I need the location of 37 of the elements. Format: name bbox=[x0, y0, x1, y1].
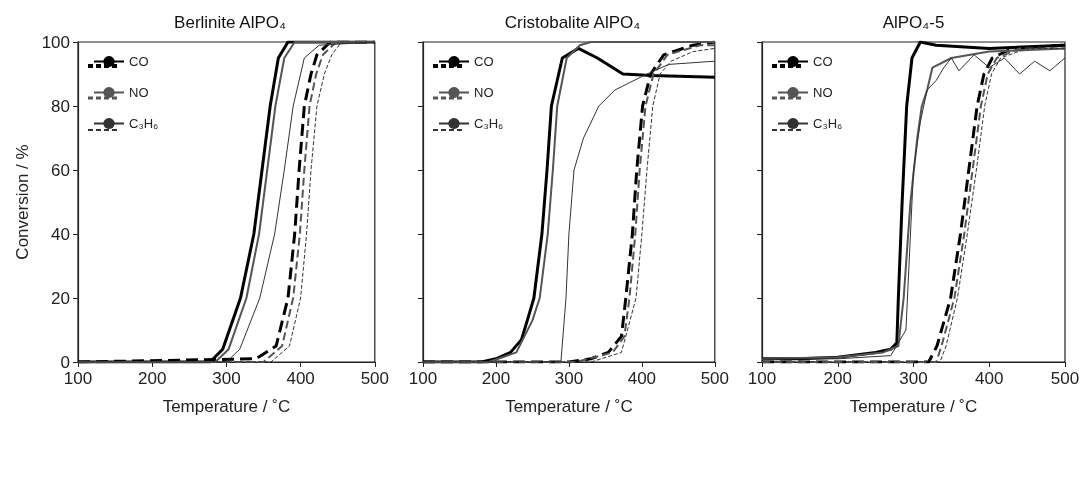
legend-label: CO bbox=[474, 54, 494, 69]
legend-label: NO bbox=[129, 85, 149, 100]
legend-label: NO bbox=[474, 85, 494, 100]
x-tick-label: 300 bbox=[554, 369, 584, 388]
chart-title: Cristobalite AlPO₄ bbox=[504, 12, 641, 32]
x-tick-label: 500 bbox=[1050, 369, 1080, 388]
y-tick-label: 0 bbox=[60, 352, 70, 372]
legend-label: C₃H₆ bbox=[813, 116, 843, 131]
legend-label: CO bbox=[129, 54, 149, 69]
legend-label: NO bbox=[813, 85, 833, 100]
x-tick-label: 200 bbox=[823, 369, 852, 388]
x-tick-label: 200 bbox=[481, 369, 511, 388]
y-tick-label: 40 bbox=[51, 224, 70, 244]
chart-title: Berlinite AlPO₄ bbox=[174, 12, 286, 32]
x-tick-label: 300 bbox=[212, 369, 241, 388]
legend-label: C₃H₆ bbox=[129, 116, 159, 131]
x-tick-label: 400 bbox=[975, 369, 1004, 388]
y-tick-label: 60 bbox=[51, 160, 70, 180]
x-tick-label: 500 bbox=[360, 369, 390, 388]
x-axis-title: Temperature / ˚C bbox=[505, 397, 633, 416]
y-tick-label: 80 bbox=[51, 96, 70, 116]
x-tick-label: 100 bbox=[747, 369, 777, 388]
legend-label: CO bbox=[813, 54, 833, 69]
chart-title: AlPO₄-5 bbox=[882, 12, 945, 32]
x-tick-label: 400 bbox=[627, 369, 657, 388]
x-tick-label: 500 bbox=[700, 369, 730, 388]
x-tick-label: 300 bbox=[899, 369, 928, 388]
y-tick-label: 100 bbox=[41, 32, 70, 52]
x-axis-title: Temperature / ˚C bbox=[162, 397, 291, 416]
y-tick-label: 20 bbox=[51, 288, 70, 308]
y-axis-title: Conversion / % bbox=[12, 144, 32, 260]
x-tick-label: 400 bbox=[286, 369, 315, 388]
x-axis-title: Temperature / ˚C bbox=[849, 397, 978, 416]
x-tick-label: 100 bbox=[408, 369, 438, 388]
x-tick-label: 200 bbox=[138, 369, 167, 388]
x-tick-label: 100 bbox=[63, 369, 93, 388]
legend-label: C₃H₆ bbox=[474, 116, 504, 131]
